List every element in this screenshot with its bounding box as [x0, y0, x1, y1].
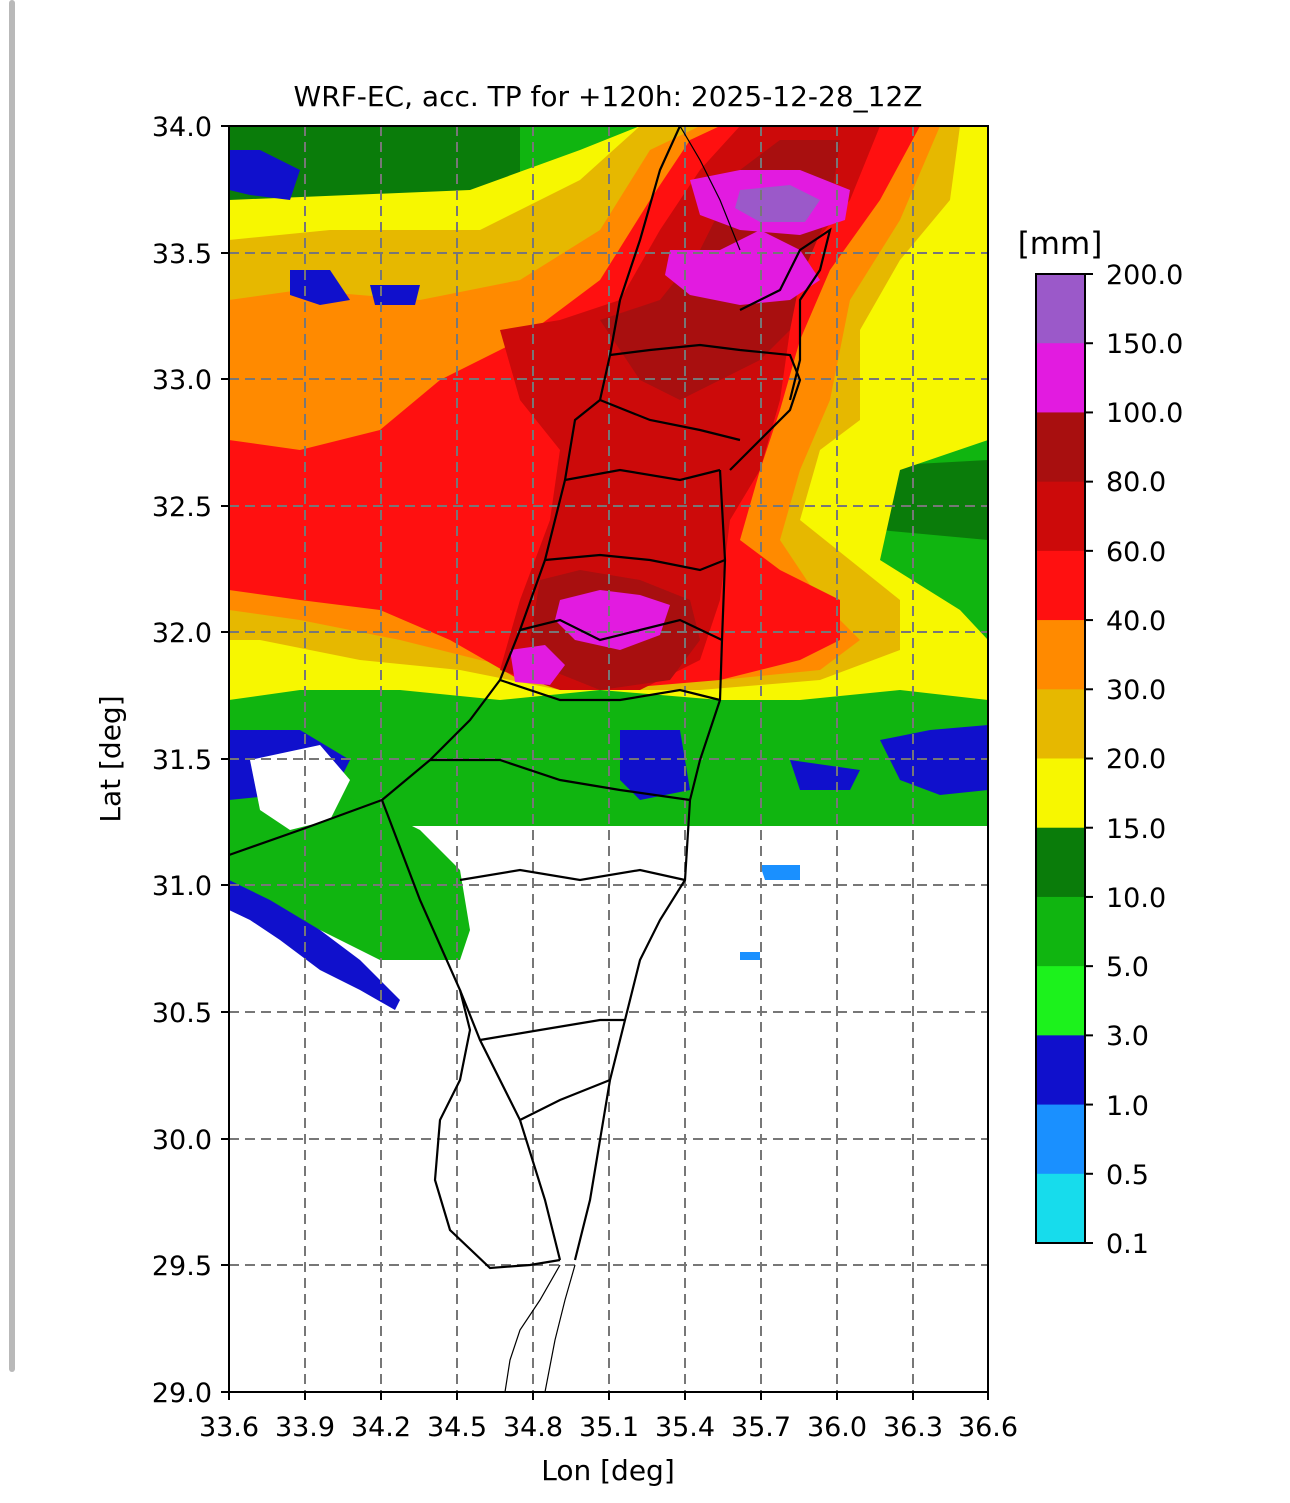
colorbar-swatch	[1036, 827, 1085, 898]
grid-lines	[229, 126, 988, 1392]
x-axis-title: Lon [deg]	[541, 1454, 675, 1487]
field-blue-c	[620, 730, 690, 800]
colorbar-label: 60.0	[1106, 537, 1166, 568]
internal-districts-6	[459, 868, 686, 882]
colorbar-ticks	[1085, 273, 1093, 1244]
field-sw-rain-green	[229, 790, 470, 960]
x-tick-label: 35.1	[579, 1412, 639, 1443]
colorbar-label: 30.0	[1106, 675, 1166, 706]
country-borders	[229, 126, 832, 1270]
colorbar-swatch	[1036, 758, 1085, 829]
colorbar-swatch	[1036, 1173, 1085, 1244]
x-tick-label: 34.2	[351, 1412, 411, 1443]
colorbar-label: 10.0	[1106, 883, 1166, 914]
internal-districts-8	[519, 1078, 611, 1121]
y-tick-label: 32.5	[152, 492, 212, 523]
field-magenta-sw	[510, 645, 565, 685]
internal-districts-3	[564, 468, 721, 482]
colorbar-swatch	[1036, 481, 1085, 552]
left-scrollbar[interactable]	[9, 0, 15, 1372]
northern-border	[609, 343, 802, 471]
colorbar-label: 80.0	[1106, 467, 1166, 498]
colorbar-swatch	[1036, 896, 1085, 967]
x-tick-label: 36.6	[958, 1412, 1018, 1443]
internal-districts-9	[599, 398, 741, 442]
field-sw-white	[250, 745, 350, 830]
y-tick-label: 33.0	[152, 365, 212, 396]
internal-districts-1	[519, 618, 723, 642]
x-tick-label: 35.4	[655, 1412, 715, 1443]
internal-districts-4	[499, 678, 721, 702]
colorbar-swatch	[1036, 1035, 1085, 1106]
y-tick-label: 29.5	[152, 1251, 212, 1282]
y-axis: 34.0 33.5 33.0 32.5 32.0 31.5 31.0 30.5 …	[152, 112, 229, 1409]
y-tick-label: 33.5	[152, 239, 212, 270]
internal-districts-7	[479, 1018, 625, 1042]
field-blue-e2	[790, 760, 860, 790]
colorbar-label: 20.0	[1106, 744, 1166, 775]
eastern-border	[573, 469, 727, 1261]
field-sw-rain-blue	[229, 880, 400, 1010]
field-blue-w2	[370, 285, 420, 305]
colorbar: [mm] 200.0 150.0 100.0 80.0 60.0 40.0 30…	[1018, 226, 1184, 1260]
colorbar-label: 3.0	[1106, 1021, 1149, 1052]
colorbar-label: 0.1	[1106, 1229, 1149, 1260]
colorbar-swatch	[1036, 343, 1085, 413]
colorbar-label: 40.0	[1106, 606, 1166, 637]
colorbar-swatch	[1036, 550, 1085, 621]
field-lightblue-2	[740, 952, 760, 960]
golan-outline	[739, 227, 832, 401]
colorbar-label: 5.0	[1106, 952, 1149, 983]
y-tick-label: 31.0	[152, 871, 212, 902]
x-tick-label: 33.6	[199, 1412, 259, 1443]
x-tick-label: 34.8	[503, 1412, 563, 1443]
y-tick-label: 30.0	[152, 1125, 212, 1156]
y-tick-label: 30.5	[152, 998, 212, 1029]
internal-districts-2	[544, 553, 726, 572]
x-tick-label: 36.0	[807, 1412, 867, 1443]
field-purple	[735, 185, 820, 222]
y-tick-label: 29.0	[152, 1378, 212, 1409]
field-blue-nw	[229, 150, 300, 200]
colorbar-swatch	[1036, 689, 1085, 759]
y-tick-label: 34.0	[152, 112, 212, 143]
colorbar-swatch	[1036, 966, 1085, 1036]
x-tick-label: 35.7	[731, 1412, 791, 1443]
colorbar-label: 150.0	[1106, 329, 1183, 360]
colorbar-swatches	[1036, 274, 1085, 1244]
colorbar-swatch	[1036, 620, 1085, 690]
colorbar-swatch	[1036, 1104, 1085, 1175]
colorbar-label: 100.0	[1106, 398, 1183, 429]
colorbar-swatch	[1036, 274, 1085, 344]
colorbar-label: 15.0	[1106, 814, 1166, 845]
x-tick-label: 36.3	[883, 1412, 943, 1443]
x-axis: 33.6 33.9 34.2 34.5 34.8 35.1 35.4 35.7 …	[199, 1392, 1018, 1443]
x-tick-label: 33.9	[275, 1412, 335, 1443]
internal-districts-5	[430, 758, 691, 802]
gulf-aqaba-coast	[504, 125, 741, 1393]
colorbar-label: 0.5	[1106, 1160, 1149, 1191]
colorbar-label: 1.0	[1106, 1091, 1149, 1122]
y-axis-title: Lat [deg]	[94, 695, 127, 822]
colorbar-unit: [mm]	[1018, 226, 1103, 262]
coastline-west	[229, 126, 682, 857]
colorbar-swatch	[1036, 412, 1085, 483]
y-tick-label: 31.5	[152, 745, 212, 776]
field-lightblue-1	[760, 865, 800, 880]
south-region	[433, 989, 561, 1270]
x-tick-label: 34.5	[427, 1412, 487, 1443]
colorbar-label: 200.0	[1106, 260, 1183, 291]
plot-title: WRF-EC, acc. TP for +120h: 2025-12-28_12…	[294, 80, 923, 113]
y-tick-label: 32.0	[152, 618, 212, 649]
field-magenta-center	[555, 590, 670, 650]
